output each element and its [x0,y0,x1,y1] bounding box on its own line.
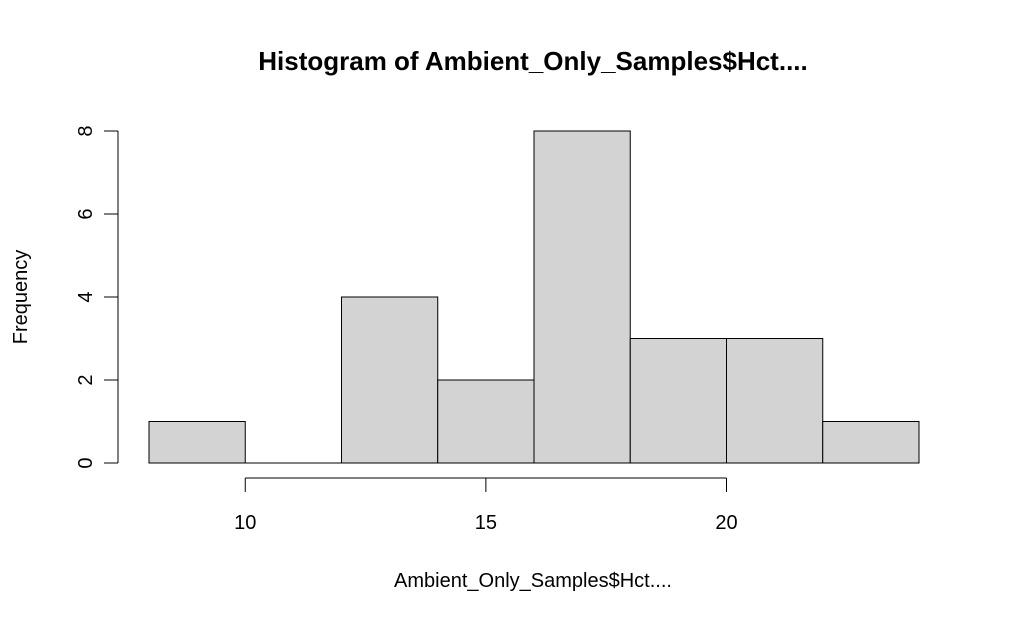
y-tick-label-4: 4 [75,291,97,302]
y-tick-label-0: 0 [75,457,97,468]
bar-2 [341,296,439,464]
x-axis: 10 15 20 [234,477,738,534]
y-axis: 0 2 4 6 8 [75,125,119,469]
bar-3 [437,379,535,464]
y-tick-label-8: 8 [75,125,97,136]
bar-6 [726,338,824,464]
y-tick-label-6: 6 [75,208,97,219]
x-axis-label: Ambient_Only_Samples$Hct.... [394,570,672,592]
y-axis-label: Frequency [10,250,32,345]
y-tick-label-2: 2 [75,374,97,385]
bars-group [148,130,920,464]
bar-7 [822,421,920,464]
chart-title: Histogram of Ambient_Only_Samples$Hct...… [258,46,808,76]
bar-5 [629,338,727,464]
x-tick-label-20: 20 [715,512,737,534]
bar-0 [148,421,246,464]
x-tick-label-10: 10 [234,512,256,534]
x-tick-label-15: 15 [475,512,497,534]
bar-4 [533,130,631,464]
